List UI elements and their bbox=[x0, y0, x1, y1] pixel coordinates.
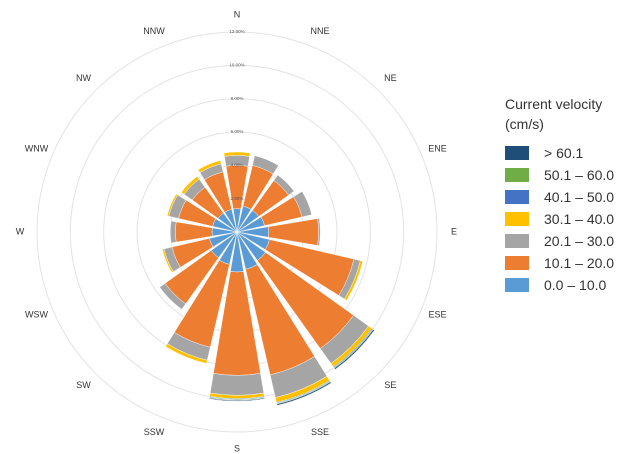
sector-nnw bbox=[197, 160, 222, 173]
sector-ne bbox=[273, 174, 295, 196]
direction-label-wsw: WSW bbox=[25, 309, 48, 319]
legend-label: 20.1 – 30.0 bbox=[544, 232, 615, 249]
direction-label-ese: ESE bbox=[428, 309, 446, 319]
legend-title: Current velocity (cm/s) bbox=[505, 96, 603, 132]
sector-sse bbox=[276, 381, 332, 406]
sector-s bbox=[209, 373, 265, 396]
legend-swatch bbox=[505, 277, 529, 292]
legend-item: 10.1 – 20.0 bbox=[505, 252, 634, 273]
legend-item: > 60.1 bbox=[505, 142, 634, 163]
radial-tick-label: 12.00% bbox=[229, 29, 244, 34]
legend-label: 40.1 – 50.0 bbox=[544, 188, 615, 205]
sector-se bbox=[334, 329, 375, 370]
sector-s bbox=[208, 397, 266, 402]
direction-label-w: W bbox=[16, 226, 25, 236]
legend: Current velocity (cm/s) > 60.1 50.1 – 60.… bbox=[505, 94, 634, 295]
sector-ssw bbox=[165, 343, 208, 364]
legend-swatch bbox=[505, 145, 529, 160]
direction-label-nw: NW bbox=[76, 73, 91, 83]
wind-rose-chart: 2.00% 4.00% 6.00% 8.00% 10.00% 12.00% N NNE NE E… bbox=[16, 9, 457, 453]
sector-e bbox=[317, 218, 321, 246]
legend-item: 40.1 – 50.0 bbox=[505, 186, 634, 207]
legend-swatch bbox=[505, 233, 529, 248]
legend-label: 30.1 – 40.0 bbox=[544, 210, 615, 227]
sector-ese bbox=[344, 260, 364, 301]
legend-item: 50.1 – 60.0 bbox=[505, 164, 634, 185]
legend-item: 0.0 – 10.0 bbox=[505, 274, 634, 295]
direction-label-ene: ENE bbox=[428, 143, 447, 153]
sector-n bbox=[223, 151, 251, 157]
direction-labels: N NNE NE ENE E ESE SE SSE S SSW SW WSW W WNW NW NNW bbox=[16, 9, 457, 453]
legend-swatch bbox=[505, 167, 529, 182]
rose-sectors bbox=[159, 151, 375, 406]
legend-label: 50.1 – 60.0 bbox=[544, 166, 615, 183]
radial-tick-label: 6.00% bbox=[231, 129, 244, 134]
sector-nne bbox=[252, 155, 279, 175]
legend-label: 10.1 – 20.0 bbox=[544, 254, 615, 271]
sector-sw bbox=[159, 283, 186, 310]
direction-label-e: E bbox=[451, 226, 457, 236]
grid-circle bbox=[36, 31, 438, 433]
legend-items: > 60.1 50.1 – 60.0 40.1 – 50.0 30.1 – 40.0 2… bbox=[505, 142, 634, 295]
legend-swatch bbox=[505, 189, 529, 204]
direction-label-wnw: WNW bbox=[25, 143, 49, 153]
legend-swatch bbox=[505, 255, 529, 270]
direction-label-s: S bbox=[234, 443, 240, 453]
sector-ene bbox=[293, 191, 312, 218]
radial-tick-label: 10.00% bbox=[229, 63, 244, 68]
direction-label-ssw: SSW bbox=[144, 427, 165, 437]
direction-label-nne: NNE bbox=[311, 26, 330, 36]
legend-label: > 60.1 bbox=[544, 144, 584, 161]
radial-tick-label: 8.00% bbox=[231, 96, 244, 101]
direction-label-nnw: NNW bbox=[143, 26, 165, 36]
radial-tick-label: 2.00% bbox=[231, 196, 244, 201]
direction-label-n: N bbox=[234, 9, 241, 19]
sector-w bbox=[170, 220, 177, 244]
direction-label-ne: NE bbox=[384, 73, 397, 83]
direction-label-sw: SW bbox=[76, 380, 91, 390]
direction-label-sse: SSE bbox=[311, 427, 329, 437]
legend-item: 30.1 – 40.0 bbox=[505, 208, 634, 229]
direction-label-se: SE bbox=[384, 380, 396, 390]
legend-swatch bbox=[505, 211, 529, 226]
sector-wsw bbox=[162, 248, 174, 273]
radial-tick-label: 4.00% bbox=[231, 163, 244, 168]
legend-label: 0.0 – 10.0 bbox=[544, 276, 607, 293]
sector-nw bbox=[181, 176, 200, 195]
sector-wnw bbox=[166, 193, 178, 217]
legend-item: 20.1 – 30.0 bbox=[505, 230, 634, 251]
radial-tick-labels: 2.00% 4.00% 6.00% 8.00% 10.00% 12.00% bbox=[229, 29, 244, 201]
